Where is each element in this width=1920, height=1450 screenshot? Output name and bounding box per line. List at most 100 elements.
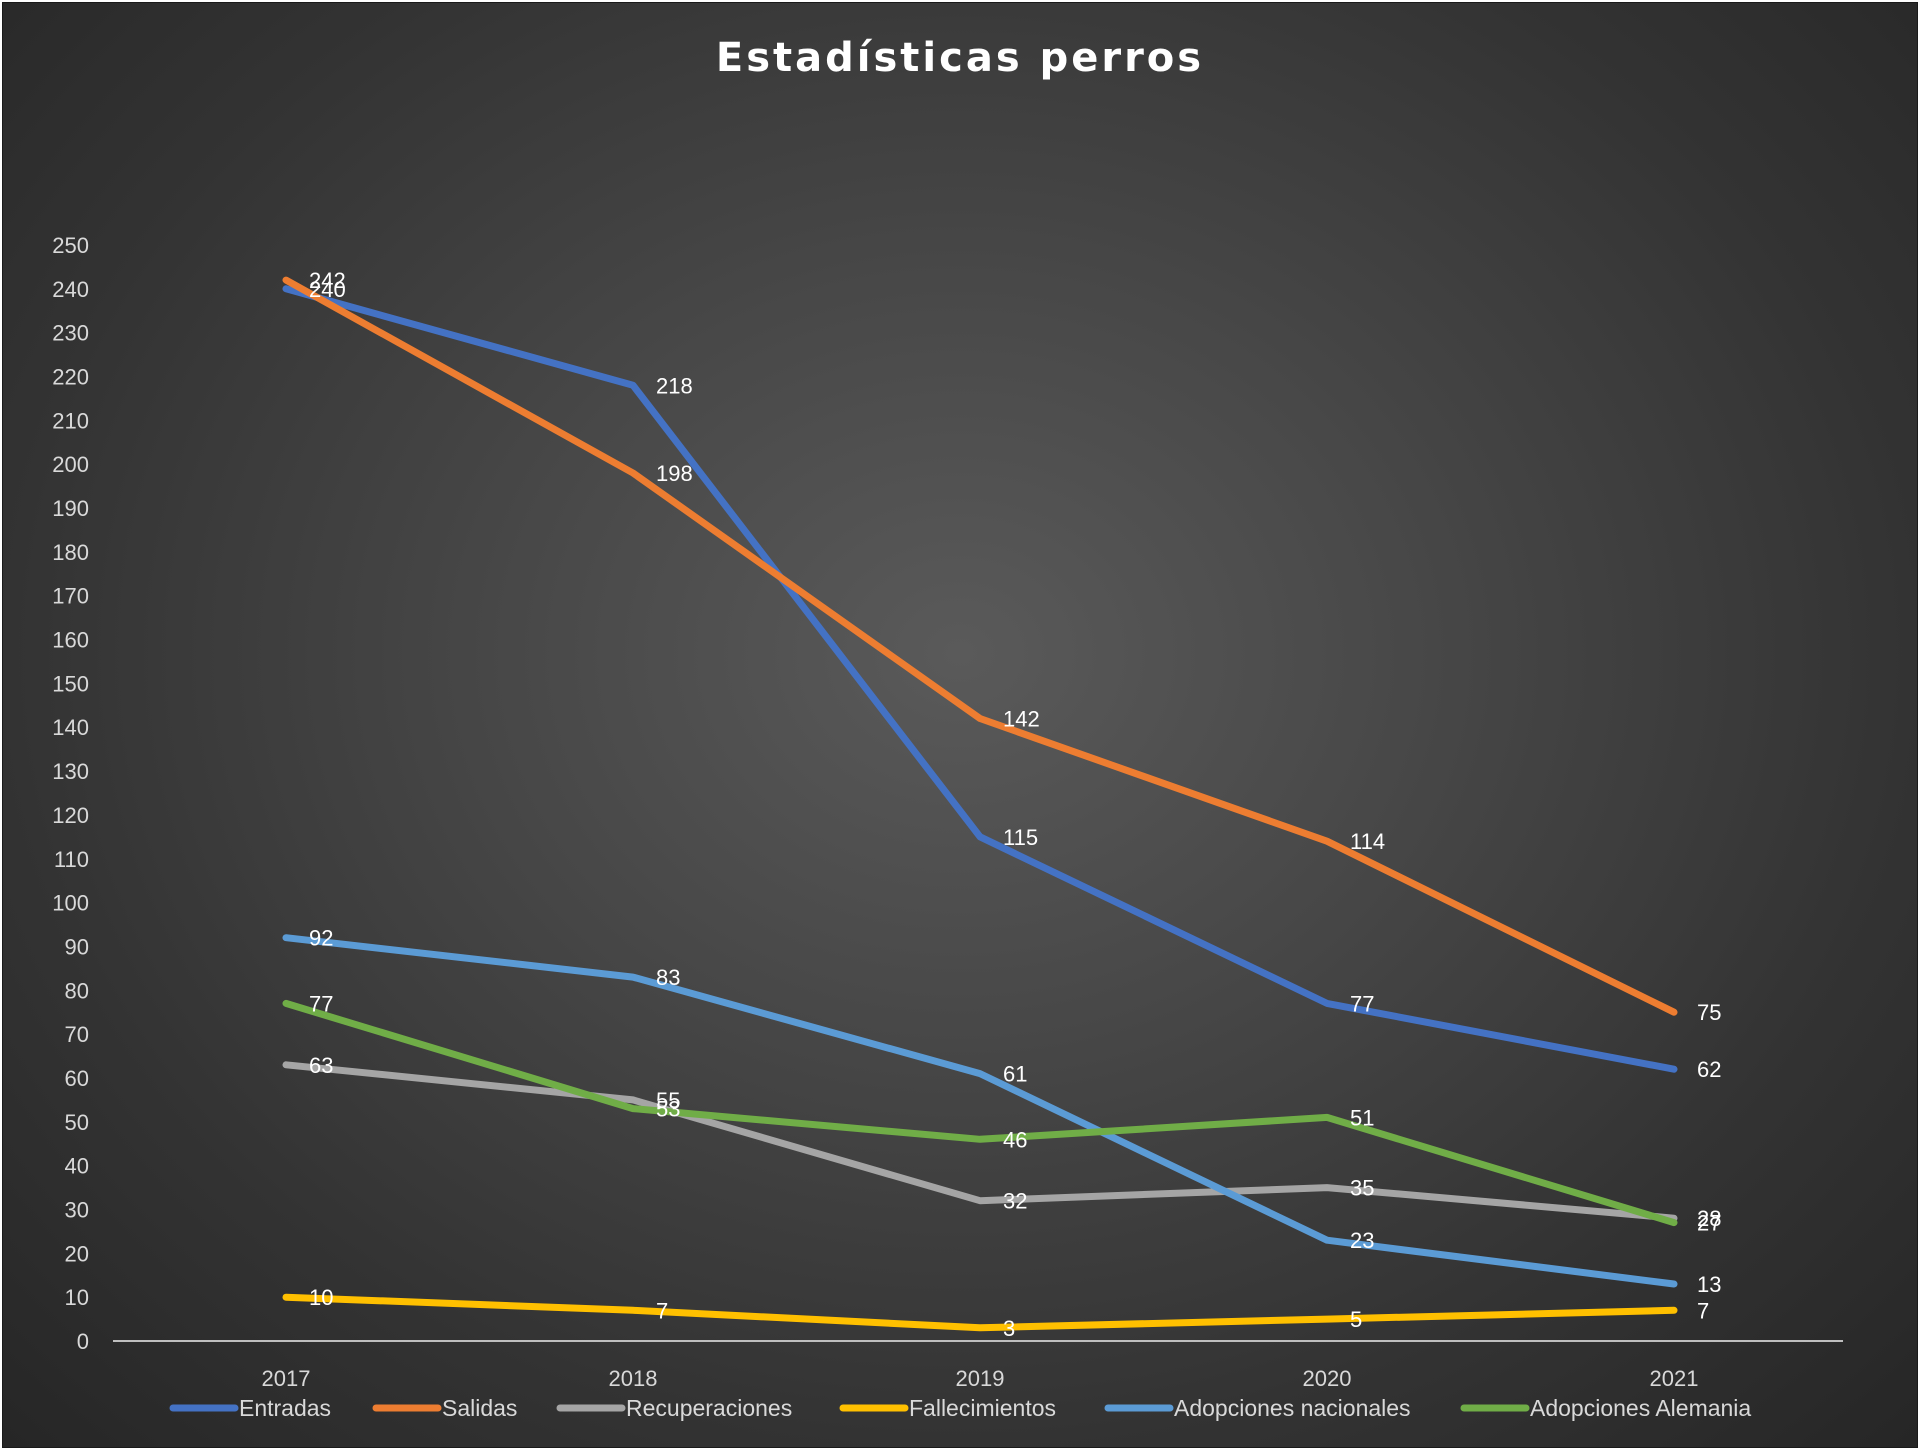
data-point xyxy=(632,976,634,979)
chart-title: Estadísticas perros xyxy=(716,35,1204,81)
data-label: 77 xyxy=(309,991,333,1016)
data-label: 35 xyxy=(1350,1176,1374,1201)
data-point xyxy=(1326,1239,1328,1242)
legend-label: Adopciones Alemania xyxy=(1530,1395,1751,1421)
data-point xyxy=(1326,1318,1328,1321)
data-label: 61 xyxy=(1003,1062,1027,1087)
data-label: 27 xyxy=(1697,1211,1721,1236)
data-label: 46 xyxy=(1003,1127,1027,1152)
y-tick-label: 160 xyxy=(52,628,89,653)
y-tick-label: 150 xyxy=(52,671,89,696)
data-point xyxy=(285,1063,287,1066)
x-tick-label: 2019 xyxy=(956,1366,1005,1391)
y-tick-label: 120 xyxy=(52,803,89,828)
data-point xyxy=(285,936,287,939)
y-tick-label: 210 xyxy=(52,408,89,433)
data-label: 83 xyxy=(656,965,680,990)
data-label: 7 xyxy=(656,1298,668,1323)
data-point xyxy=(979,1326,981,1329)
data-label: 75 xyxy=(1697,1000,1721,1025)
y-tick-label: 30 xyxy=(65,1197,89,1222)
data-point xyxy=(1326,1116,1328,1119)
y-tick-label: 220 xyxy=(52,365,89,390)
legend: Entradas Salidas Recuperaciones Fallecimien… xyxy=(169,1395,1751,1421)
data-point xyxy=(285,1002,287,1005)
legend-label: Fallecimientos xyxy=(909,1395,1056,1421)
y-tick-label: 90 xyxy=(65,934,89,959)
x-tick-label: 2017 xyxy=(262,1366,311,1391)
x-tick-label: 2018 xyxy=(609,1366,658,1391)
data-point xyxy=(979,717,981,720)
data-point xyxy=(632,1098,634,1101)
data-point xyxy=(632,471,634,474)
data-label: 242 xyxy=(309,268,346,293)
data-label: 218 xyxy=(656,373,693,398)
data-point xyxy=(1326,1186,1328,1189)
y-tick-label: 200 xyxy=(52,452,89,477)
data-point xyxy=(1673,1221,1675,1224)
series-line-1 xyxy=(282,285,1678,1073)
y-tick-label: 110 xyxy=(54,847,89,872)
y-tick-label: 100 xyxy=(52,891,89,916)
data-label: 5 xyxy=(1350,1307,1362,1332)
data-label: 3 xyxy=(1003,1316,1015,1341)
series-lines xyxy=(282,276,1678,1332)
data-label: 92 xyxy=(309,926,333,951)
data-label: 55 xyxy=(656,1088,680,1113)
y-tick-label: 10 xyxy=(65,1285,89,1310)
data-label: 142 xyxy=(1003,706,1040,731)
data-point xyxy=(285,287,287,290)
y-tick-label: 20 xyxy=(65,1241,89,1266)
y-tick-label: 0 xyxy=(77,1329,89,1354)
data-label: 63 xyxy=(309,1053,333,1078)
y-axis: 0 10 20 30 40 50 60 70 80 90 100 110 120 130 140 150 160… xyxy=(52,233,89,1354)
data-label: 53 xyxy=(656,1097,680,1122)
data-label: 77 xyxy=(1350,991,1374,1016)
data-point xyxy=(1673,1011,1675,1014)
data-label: 23 xyxy=(1350,1228,1374,1253)
data-label: 114 xyxy=(1350,829,1385,854)
series-line-6 xyxy=(282,999,1678,1227)
y-tick-label: 180 xyxy=(52,540,89,565)
legend-label: Entradas xyxy=(239,1395,331,1421)
x-tick-label: 2021 xyxy=(1650,1366,1699,1391)
data-labels: 2402181157762242198142114756355323528107… xyxy=(309,268,1721,1341)
data-point xyxy=(979,1072,981,1075)
data-label: 10 xyxy=(309,1285,333,1310)
data-point xyxy=(632,1309,634,1312)
data-label: 62 xyxy=(1697,1057,1721,1082)
data-point xyxy=(1326,1002,1328,1005)
legend-label: Salidas xyxy=(442,1395,517,1421)
data-label: 115 xyxy=(1003,825,1038,850)
y-tick-label: 240 xyxy=(52,277,89,302)
y-tick-label: 130 xyxy=(52,759,89,784)
y-tick-label: 80 xyxy=(65,978,89,1003)
series-line-4 xyxy=(282,1293,1678,1332)
data-point xyxy=(1673,1283,1675,1286)
data-point xyxy=(1326,840,1328,843)
data-label: 32 xyxy=(1003,1189,1027,1214)
data-point xyxy=(1673,1217,1675,1220)
data-label: 198 xyxy=(656,461,693,486)
y-tick-label: 230 xyxy=(52,321,89,346)
legend-label: Adopciones nacionales xyxy=(1174,1395,1411,1421)
data-point xyxy=(1673,1068,1675,1071)
y-tick-label: 50 xyxy=(65,1110,89,1135)
y-tick-label: 140 xyxy=(52,715,89,740)
series-line-5 xyxy=(282,934,1678,1288)
y-tick-label: 70 xyxy=(65,1022,89,1047)
legend-label: Recuperaciones xyxy=(626,1395,792,1421)
y-tick-label: 190 xyxy=(52,496,89,521)
data-point xyxy=(1673,1309,1675,1312)
data-point xyxy=(632,384,634,387)
line-chart: Estadísticas perros 0 10 20 30 40 50 60 70 80 90 1… xyxy=(52,35,1843,1421)
data-point xyxy=(285,1296,287,1299)
data-point xyxy=(285,279,287,282)
y-tick-label: 250 xyxy=(52,233,89,258)
data-label: 13 xyxy=(1697,1272,1721,1297)
y-tick-label: 40 xyxy=(65,1154,89,1179)
x-axis: 2017 2018 2019 2020 2021 xyxy=(113,1340,1843,1391)
data-label: 51 xyxy=(1350,1105,1374,1130)
series-line-2 xyxy=(282,276,1678,1016)
data-point xyxy=(979,1199,981,1202)
